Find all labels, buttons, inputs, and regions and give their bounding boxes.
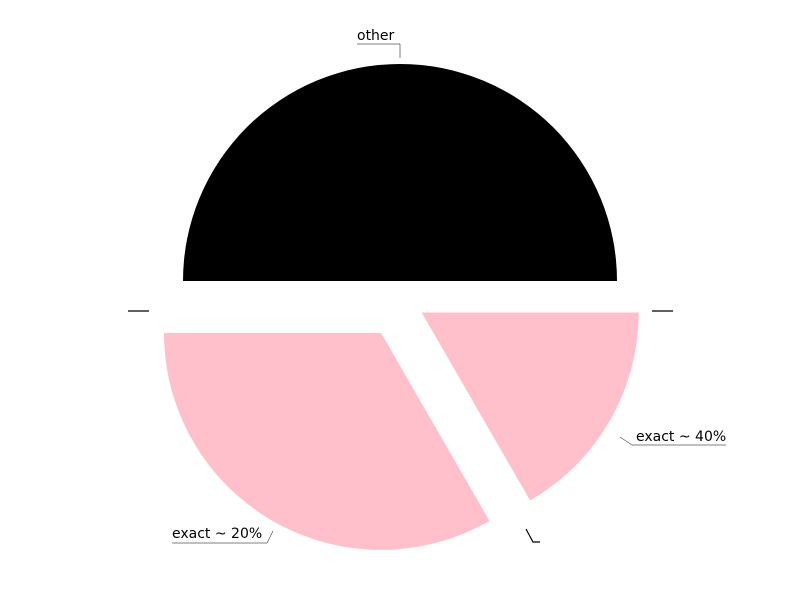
pie-leader-1 (619, 436, 726, 446)
pie-leader-0 (357, 43, 401, 58)
pie-slice-3 (163, 332, 490, 550)
pie-leader-3 (172, 530, 274, 544)
pie-leader-2 (525, 528, 540, 543)
pie-labels: other exact ~ 40% exact ~ 20% (128, 28, 726, 544)
pie-slices (163, 64, 639, 550)
pie-slice-0 (183, 64, 617, 281)
pie-label-0: other (357, 28, 395, 44)
pie-label-3: exact ~ 20% (172, 526, 262, 542)
pie-label-1: exact ~ 40% (636, 429, 726, 445)
pie-slice-1 (421, 312, 639, 501)
